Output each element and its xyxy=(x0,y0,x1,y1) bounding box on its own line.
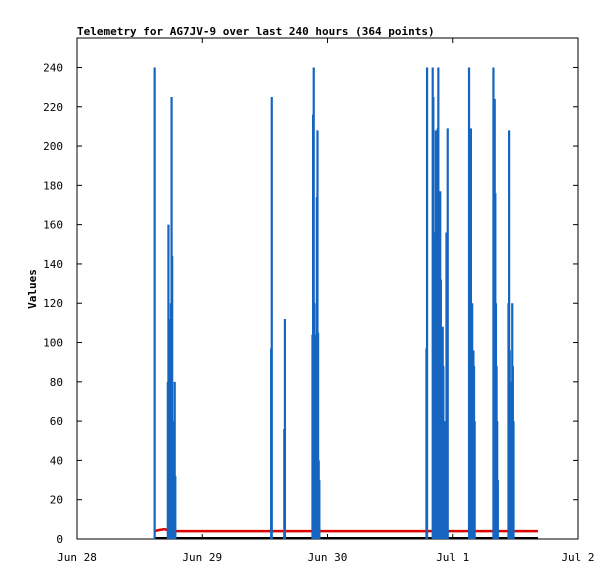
y-tick-label: 60 xyxy=(50,415,63,428)
x-tick-label: Jun 30 xyxy=(308,551,348,564)
x-axis: Jun 28 Jun 29 Jun 30 Jul 1 Jul 2 xyxy=(57,38,595,564)
y-tick-label: 80 xyxy=(50,376,63,389)
chart-title: Telemetry for AG7JV-9 over last 240 hour… xyxy=(77,25,435,38)
level-line xyxy=(154,527,538,533)
y-tick-label: 140 xyxy=(43,258,63,271)
level-series xyxy=(154,527,538,533)
y-tick-label: 0 xyxy=(56,533,63,546)
y-tick-label: 40 xyxy=(50,454,63,467)
y-tick-label: 200 xyxy=(43,140,63,153)
y-tick-label: 180 xyxy=(43,179,63,192)
plot-frame xyxy=(76,37,579,540)
x-tick-label: Jul 2 xyxy=(561,551,594,564)
y-tick-label: 100 xyxy=(43,337,63,350)
y-tick-label: 160 xyxy=(43,219,63,232)
x-tick-label: Jul 1 xyxy=(436,551,469,564)
y-tick-label: 240 xyxy=(43,61,63,74)
spike-series xyxy=(153,67,515,539)
y-tick-label: 20 xyxy=(50,494,63,507)
y-tick-label: 120 xyxy=(43,297,63,310)
x-tick-label: Jun 29 xyxy=(182,551,222,564)
x-tick-label: Jun 28 xyxy=(57,551,97,564)
y-axis: 0 20 40 60 80 100 120 140 160 180 200 220 240 xyxy=(43,61,578,546)
y-tick-label: 220 xyxy=(43,101,63,114)
y-axis-label: Values xyxy=(26,269,39,309)
